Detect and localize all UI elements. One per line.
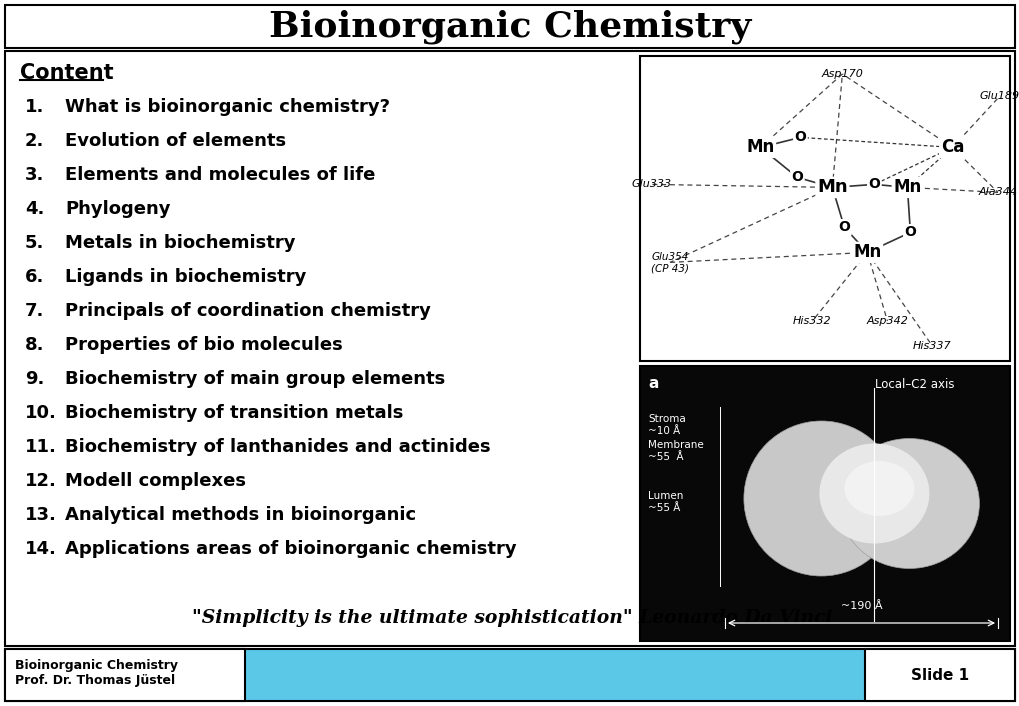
Text: Biochemistry of main group elements: Biochemistry of main group elements <box>65 370 445 388</box>
Text: ~10 Å: ~10 Å <box>647 426 680 436</box>
Ellipse shape <box>743 421 898 576</box>
Text: Principals of coordination chemistry: Principals of coordination chemistry <box>65 302 430 320</box>
Text: Bioinorganic Chemistry: Bioinorganic Chemistry <box>269 9 750 44</box>
Text: Local–C2 axis: Local–C2 axis <box>874 378 953 391</box>
Text: O: O <box>838 220 850 234</box>
Text: Slide 1: Slide 1 <box>910 667 968 683</box>
Text: 8.: 8. <box>25 336 45 354</box>
Bar <box>5 51 1014 646</box>
Text: Glu354
(CP 43): Glu354 (CP 43) <box>650 251 688 273</box>
Text: O: O <box>867 177 879 191</box>
Text: ~190 Å: ~190 Å <box>840 601 881 611</box>
Text: ~55  Å: ~55 Å <box>647 452 683 462</box>
Text: Evolution of elements: Evolution of elements <box>65 132 286 150</box>
Text: "Simplicity is the ultimate sophistication" Leonardo Da Vinci: "Simplicity is the ultimate sophisticati… <box>192 609 832 627</box>
Text: Glu333: Glu333 <box>632 179 672 189</box>
Text: 12.: 12. <box>25 472 57 490</box>
Text: 13.: 13. <box>25 506 57 524</box>
Text: 7.: 7. <box>25 302 45 320</box>
Bar <box>864 649 1014 701</box>
Bar <box>5 649 1014 701</box>
Text: Stroma: Stroma <box>647 414 685 424</box>
Text: Glu189: Glu189 <box>979 91 1019 101</box>
Text: ~55 Å: ~55 Å <box>647 503 680 513</box>
Text: Content: Content <box>20 63 113 83</box>
Text: Properties of bio molecules: Properties of bio molecules <box>65 336 342 354</box>
Text: Modell complexes: Modell complexes <box>65 472 246 490</box>
Text: Ala344: Ala344 <box>977 187 1017 198</box>
Text: Prof. Dr. Thomas Jüstel: Prof. Dr. Thomas Jüstel <box>15 674 175 687</box>
Bar <box>5 649 245 701</box>
Text: Elements and molecules of life: Elements and molecules of life <box>65 166 375 184</box>
Ellipse shape <box>839 438 978 568</box>
Text: Biochemistry of lanthanides and actinides: Biochemistry of lanthanides and actinide… <box>65 438 490 456</box>
Text: Applications areas of bioinorganic chemistry: Applications areas of bioinorganic chemi… <box>65 540 516 558</box>
Text: 3.: 3. <box>25 166 45 184</box>
Text: Bioinorganic Chemistry: Bioinorganic Chemistry <box>15 659 178 672</box>
Text: Membrane: Membrane <box>647 440 703 450</box>
Text: 10.: 10. <box>25 404 57 422</box>
Text: Ca: Ca <box>940 138 963 157</box>
Text: His337: His337 <box>912 341 951 351</box>
Text: Mn: Mn <box>816 179 847 196</box>
Text: Ligands in biochemistry: Ligands in biochemistry <box>65 268 306 286</box>
Text: Analytical methods in bioinorganic: Analytical methods in bioinorganic <box>65 506 416 524</box>
Text: Mn: Mn <box>893 179 920 196</box>
Text: 5.: 5. <box>25 234 45 252</box>
Text: His332: His332 <box>793 316 830 326</box>
Text: Asp170: Asp170 <box>820 69 862 79</box>
Text: a: a <box>647 376 657 391</box>
Bar <box>5 5 1014 48</box>
Text: Biochemistry of transition metals: Biochemistry of transition metals <box>65 404 403 422</box>
Text: 11.: 11. <box>25 438 57 456</box>
Text: 2.: 2. <box>25 132 45 150</box>
Text: Lumen: Lumen <box>647 491 683 501</box>
Bar <box>639 56 1009 361</box>
Text: O: O <box>794 131 806 145</box>
Text: 4.: 4. <box>25 200 45 218</box>
Text: 9.: 9. <box>25 370 45 388</box>
Text: O: O <box>904 225 915 239</box>
Text: What is bioinorganic chemistry?: What is bioinorganic chemistry? <box>65 98 389 116</box>
Text: 14.: 14. <box>25 540 57 558</box>
Text: O: O <box>791 170 803 184</box>
Text: Asp342: Asp342 <box>865 316 908 326</box>
Text: Mn: Mn <box>853 244 880 261</box>
Bar <box>639 366 1009 641</box>
Text: Metals in biochemistry: Metals in biochemistry <box>65 234 296 252</box>
Ellipse shape <box>844 461 913 516</box>
Text: 1.: 1. <box>25 98 45 116</box>
Text: 6.: 6. <box>25 268 45 286</box>
Text: Mn: Mn <box>746 138 773 157</box>
Ellipse shape <box>818 443 928 544</box>
Text: Phylogeny: Phylogeny <box>65 200 170 218</box>
